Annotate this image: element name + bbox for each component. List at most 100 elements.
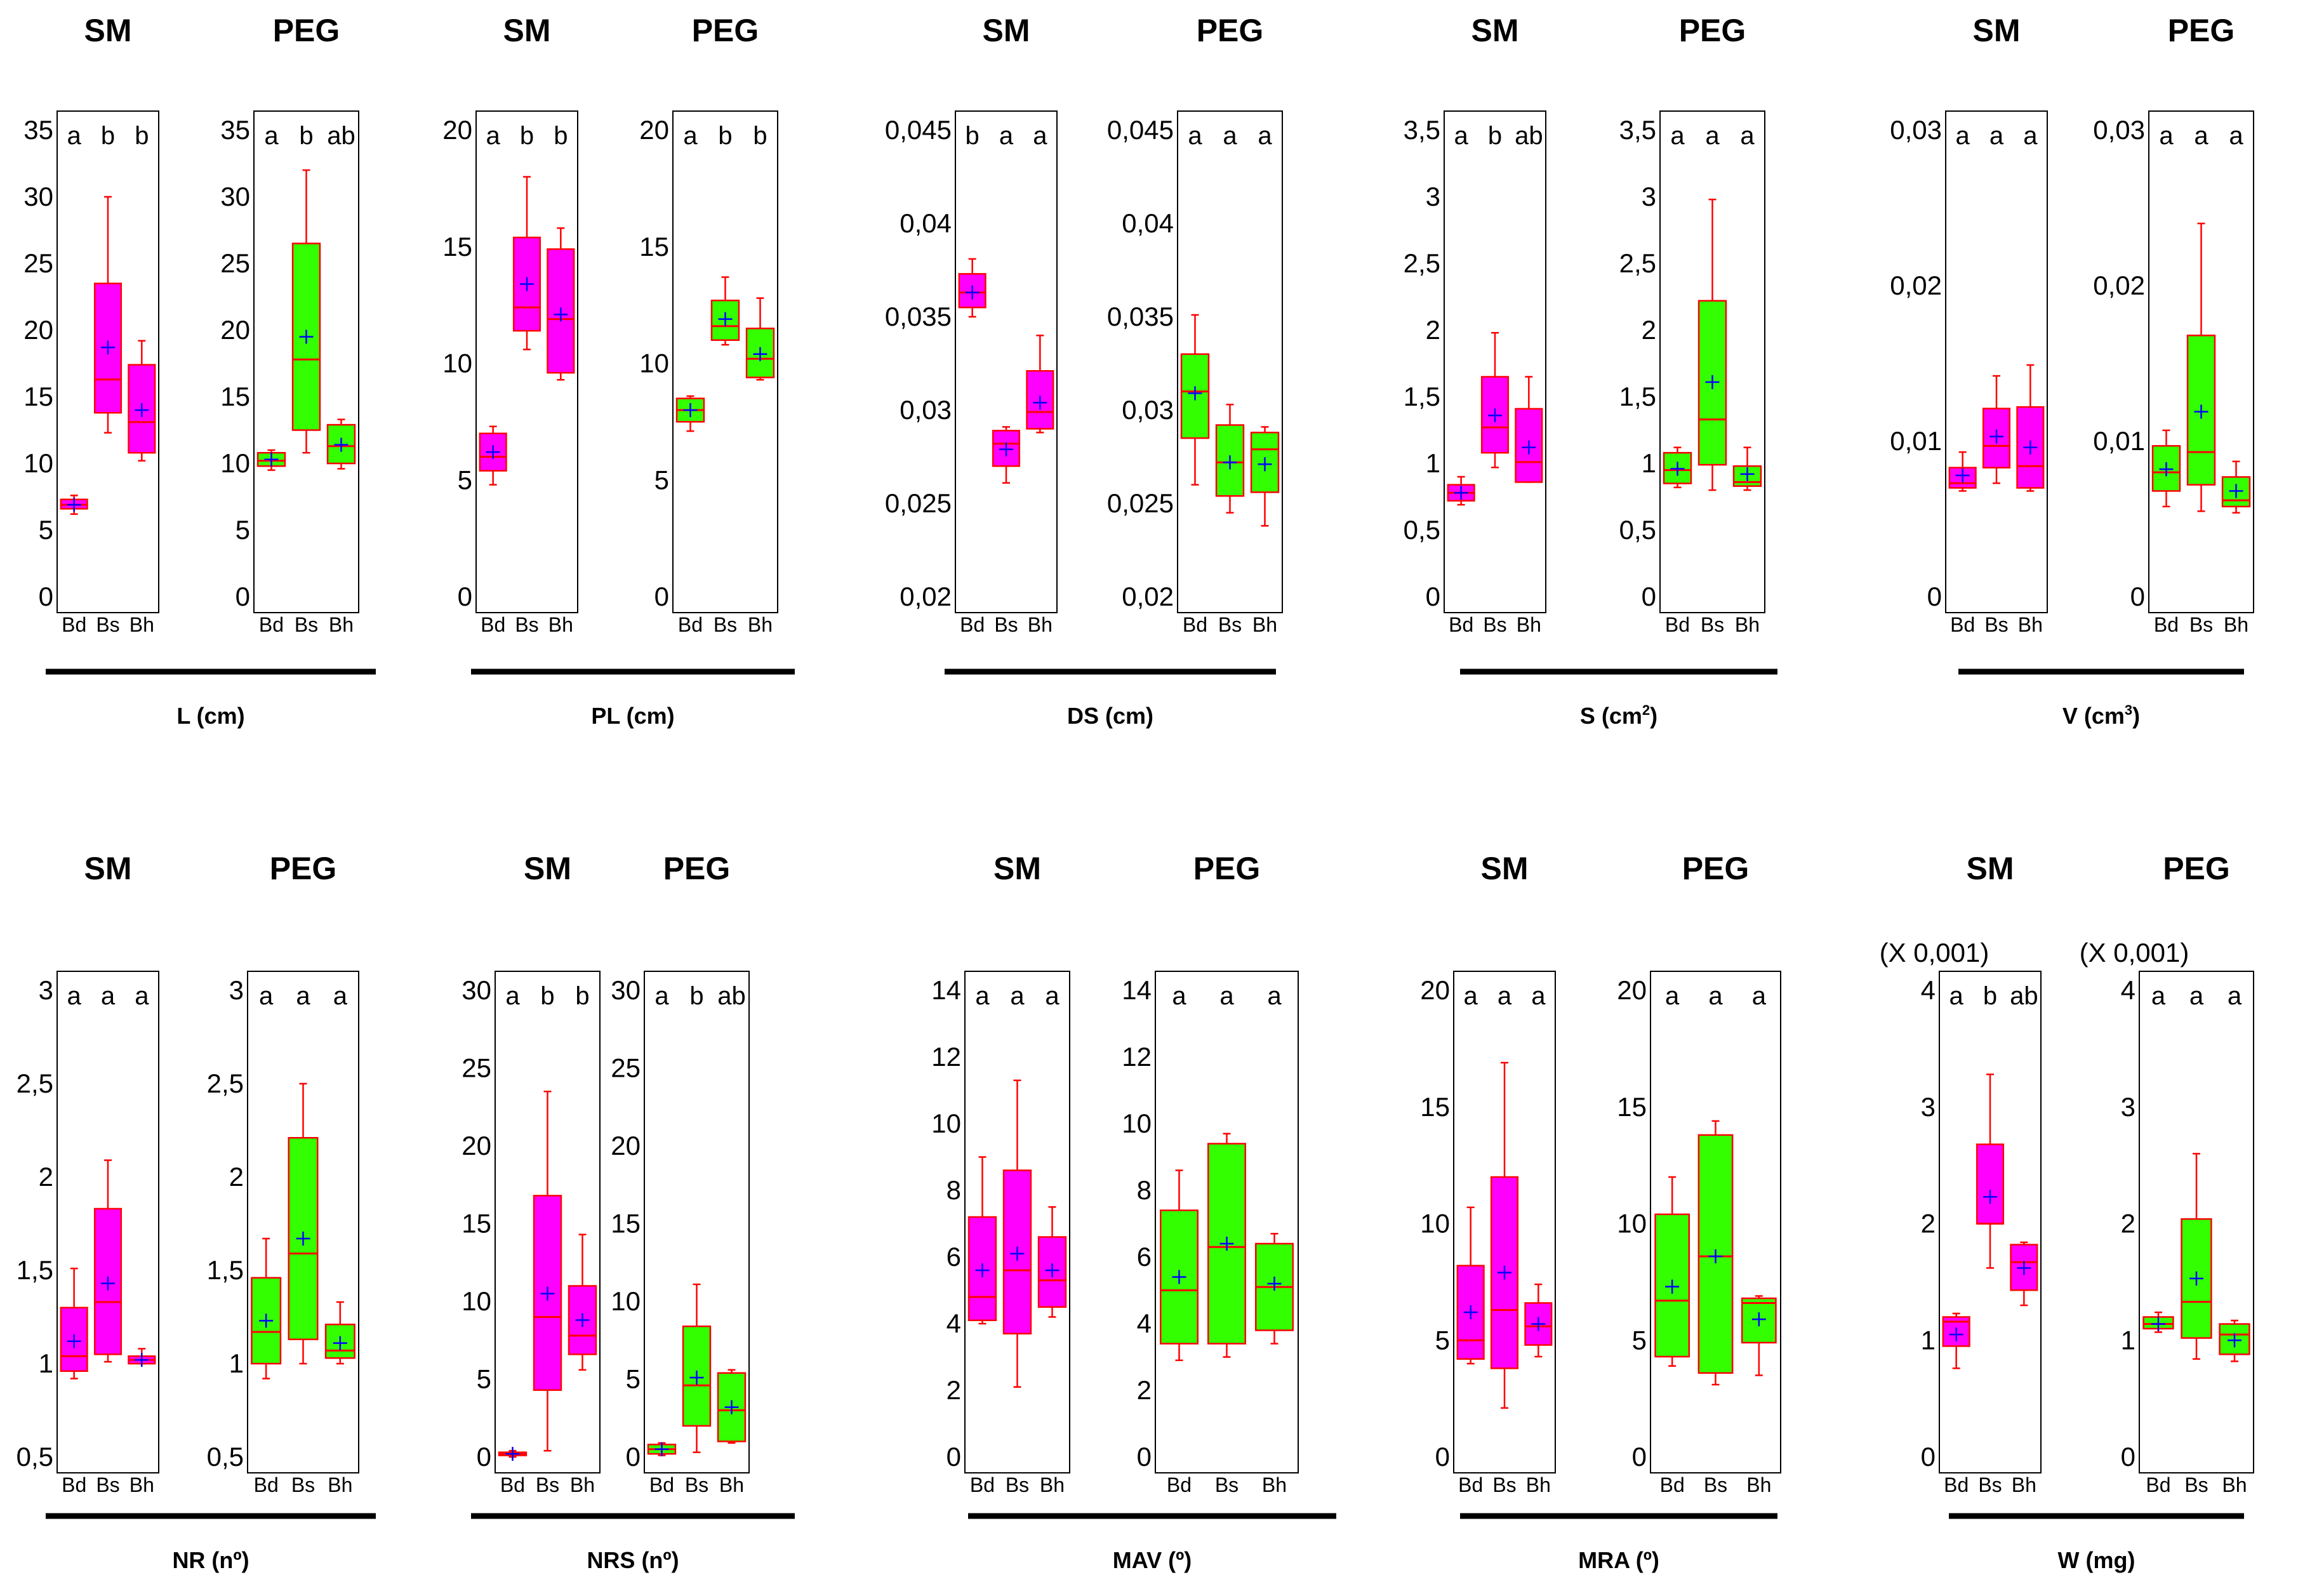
y-tick-label: 0,03 [1122,395,1174,425]
x-category-label: Bd [1660,1473,1685,1496]
panel-title: SM [1481,851,1529,886]
y-tick-label: 30 [462,975,491,1005]
box-bd: a Bd [1654,982,1690,1496]
panel-title: PEG [1679,13,1746,48]
y-tick-label: 10 [442,349,472,378]
y-tick-label: 10 [1617,1209,1647,1239]
significance-letter: a [1464,982,1478,1010]
box-bh: a Bh [1732,122,1762,636]
significance-letter: ab [717,982,746,1010]
significance-letter: b [689,982,703,1010]
y-tick-label: 2 [1642,315,1656,345]
box-bs: a Bs [93,982,123,1496]
panel-title: PEG [663,851,731,886]
variable-name: V (cm [2062,703,2125,729]
box-bd: a Bd [498,982,528,1496]
y-tick-label: 0 [477,1442,491,1472]
y-tick-label: 3 [1426,182,1440,211]
x-category-label: Bh [1262,1473,1287,1496]
panel-nrs-sm: SM 0 5 10 15 20 25 30 a Bd b Bs b Bh [462,851,601,1496]
significance-letter: a [505,982,520,1010]
box-bd: a Bd [1663,122,1692,636]
y-tick-label: 10 [611,1286,641,1316]
y-tick-label: 35 [220,115,250,145]
box-bs: a Bs [2181,982,2212,1496]
x-category-label: Bd [1449,613,1473,636]
y-tick-label: 1 [229,1348,244,1378]
variable-name: NR (nº) [172,1547,249,1573]
panel-mav-peg: PEG 0 2 4 6 8 10 12 14 a Bd a Bs a Bh [1122,851,1299,1496]
panel-frame [253,110,359,613]
box-iqr [2010,1244,2038,1291]
panel-mra-peg: PEG 0 5 10 15 20 a Bd a Bs a Bh [1617,851,1781,1496]
box-bs: a Bs [1982,122,2011,636]
variable-name: L (cm) [176,703,244,729]
box-bd: a Bd [1160,982,1199,1496]
x-category-label: Bd [2154,613,2179,636]
y-tick-label: 20 [611,1131,641,1160]
panel-frame [672,110,778,613]
box-iqr [547,248,575,374]
y-tick-label: 5 [458,465,472,495]
x-category-label: Bh [1517,613,1541,636]
significance-letter: a [2023,122,2038,150]
box-bs: a Bs [1490,982,1519,1496]
y-tick-label: 0,02 [2093,270,2145,300]
significance-letter: a [683,122,698,150]
y-tick-label: 10 [1122,1108,1152,1138]
panel-frame [1444,110,1546,613]
y-tick-label: 8 [1137,1175,1152,1205]
x-category-label: Bh [2224,613,2248,636]
y-tick-label: 20 [23,315,53,345]
x-category-label: Bh [748,613,773,636]
y-tick-label: 4 [1921,975,1936,1005]
y-tick-label: 0,045 [1107,115,1174,145]
x-category-label: Bs [994,613,1018,636]
box-bh: ab Bh [717,982,747,1496]
box-bs: b Bs [1480,122,1510,636]
y-tick-label: 2,5 [17,1068,53,1098]
x-category-label: Bs [1701,613,1724,636]
significance-letter: a [101,982,116,1010]
x-category-label: Bs [1483,613,1506,636]
y-tick-label: 4 [1137,1308,1152,1338]
y-tick-label: 15 [1420,1092,1450,1122]
y-tick-label: 15 [220,382,250,411]
y-tick-label: 0 [1435,1442,1450,1472]
variable-label: V (cm3) [2062,702,2140,729]
significance-letter: b [1983,982,1997,1010]
y-tick-label: 15 [442,232,472,262]
unit-close: ) [1650,703,1657,729]
box-bd: b Bd [958,122,986,636]
x-category-label: Bh [2222,1473,2247,1496]
box-bs: a Bs [992,122,1021,636]
panel-ds-peg: PEG 0,02 0,025 0,03 0,035 0,04 0,045 a Bd a Bs a Bh [1107,13,1283,636]
panel-title: SM [1471,13,1519,48]
x-category-label: Bh [1746,1473,1771,1496]
significance-letter: a [259,982,274,1010]
panel-frame [1650,971,1781,1473]
x-category-label: Bd [1183,613,1207,636]
panel-frame [1177,110,1283,613]
significance-letter: a [1740,122,1755,150]
significance-letter: b [966,122,980,150]
panel-v-peg: PEG 0 0,01 0,02 0,03 a Bd a Bs a Bh [2093,13,2254,636]
x-category-label: Bs [536,1473,559,1496]
x-category-label: Bh [1735,613,1760,636]
y-tick-label: 0,045 [885,115,952,145]
y-tick-label: 6 [946,1242,961,1272]
significance-letter: a [67,982,82,1010]
x-category-label: Bh [570,1473,595,1496]
panel-s-sm: SM 0 0,5 1 1,5 2 2,5 3 3,5 a Bd b Bs ab Bh [1404,13,1546,636]
y-tick-label: 2 [2121,1209,2135,1239]
y-tick-label: 2,5 [1619,248,1656,278]
y-tick-label: 0 [236,582,250,611]
box-bs: a Bs [1697,982,1734,1496]
x-category-label: Bs [714,613,737,636]
y-tick-label: 15 [611,1209,641,1239]
box-bh: a Bh [1250,122,1280,636]
significance-letter: b [101,122,115,150]
y-tick-label: 2 [229,1162,244,1192]
